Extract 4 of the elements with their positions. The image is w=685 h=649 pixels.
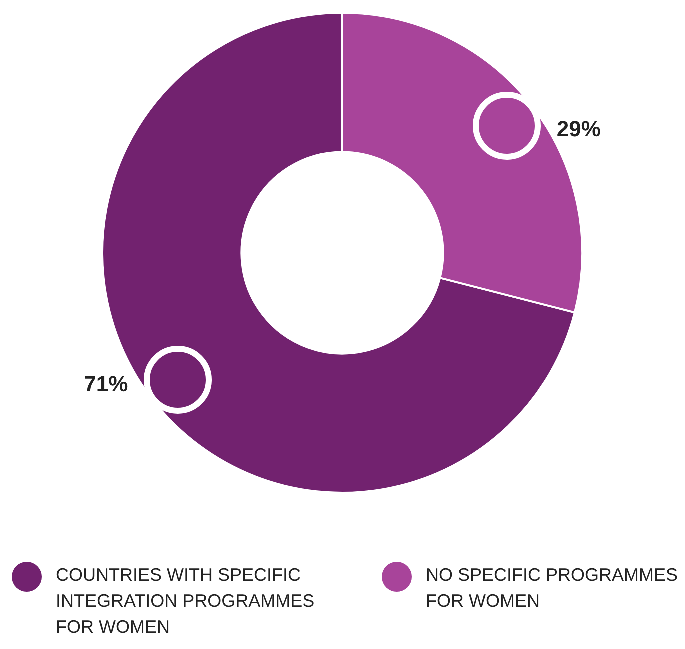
data-label: 29%: [556, 116, 601, 142]
data-label: 71%: [84, 372, 128, 397]
legend-label: NO SPECIFIC PROGRAMMES FOR WOMEN: [426, 564, 680, 613]
legend-label: COUNTRIES WITH SPECIFIC INTEGRATION PROGRAMMES FOR WOMEN: [56, 564, 316, 639]
